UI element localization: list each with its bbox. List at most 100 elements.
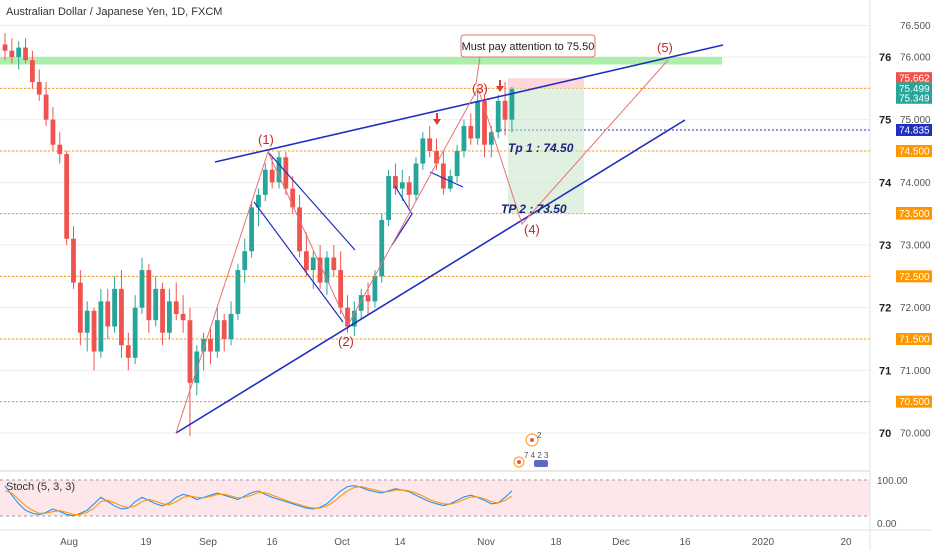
candle-body [393, 176, 398, 189]
candle-body [228, 313, 234, 339]
candle-body [269, 169, 275, 183]
candle-body [36, 82, 42, 95]
candle-body [119, 288, 124, 346]
candle-body [167, 301, 172, 333]
time-tick-label: 19 [140, 537, 152, 548]
candle-body [105, 301, 111, 327]
candle-body [495, 100, 501, 133]
time-axis[interactable]: Aug 19 Sep 16 Oct 14 Nov 18 Dec 16 2020 20 [60, 537, 852, 548]
candle-body [201, 338, 207, 352]
candle-body [187, 320, 193, 383]
time-tick-label: 20 [840, 537, 852, 548]
candle-body [43, 94, 49, 120]
candle-body [146, 270, 152, 321]
candle-body [331, 257, 337, 271]
sell-arrow-icon [496, 86, 504, 92]
callout-annotation: Must pay attention to 75.50 [460, 34, 596, 85]
tp2-label: TP 2 : 73.50 [501, 202, 567, 216]
wave-2-label: (2) [338, 334, 354, 349]
candle-body [112, 288, 117, 327]
time-tick-label: 16 [679, 537, 691, 548]
candle-body [427, 138, 433, 151]
candle-body [208, 338, 213, 352]
candle-body [125, 345, 131, 358]
price-tag [896, 72, 932, 85]
candle-body [23, 47, 28, 61]
price-tick-label: 74.000 [900, 178, 931, 189]
candle-body [173, 301, 179, 314]
price-tag-label: 74.500 [899, 146, 930, 157]
candle-body [338, 270, 344, 308]
candle-body [310, 257, 316, 271]
candle-body [324, 257, 330, 283]
price-major-label: 75 [879, 115, 891, 127]
drawing-annotations [175, 44, 724, 434]
price-tick-label: 70.000 [900, 429, 931, 440]
tp1-label: Tp 1 : 74.50 [508, 141, 574, 155]
candle-body [461, 125, 467, 151]
candle-body [297, 207, 302, 252]
channel-line [253, 201, 344, 323]
candle-body [441, 163, 446, 189]
candle-body [406, 182, 412, 195]
price-tag-label: 72.500 [899, 272, 930, 283]
price-tags: 75.66275.50075.49975.34974.83574.50073.5… [896, 72, 932, 408]
candle-body [71, 238, 76, 283]
candle-body [160, 288, 165, 333]
callout-text: Must pay attention to 75.50 [462, 41, 595, 53]
candle-body [379, 219, 385, 277]
candle-body [475, 100, 481, 139]
candlestick-series [2, 33, 515, 437]
price-tag-label: 75.662 [899, 74, 930, 85]
price-tick-label: 76.500 [900, 21, 931, 32]
price-tag-label: 71.500 [899, 334, 930, 345]
sell-arrow-icon [433, 119, 441, 125]
candle-body [317, 257, 323, 283]
candle-body [509, 88, 515, 120]
wave-path [175, 59, 669, 434]
price-tick-label: 73.000 [900, 240, 931, 251]
candle-body [502, 100, 508, 120]
stoch-tick-0: 0.00 [877, 519, 897, 530]
time-tick-label: Sep [199, 537, 217, 548]
price-tick-label: 75.000 [900, 115, 931, 126]
candle-body [153, 288, 159, 321]
wave-5-label: (5) [657, 40, 673, 55]
event-markers: 2 7 4 2 3 [513, 431, 549, 468]
stoch-line [4, 485, 513, 517]
time-tick-label: Oct [334, 537, 350, 548]
price-tag [896, 123, 932, 136]
triangle-line [391, 213, 413, 246]
candle-body [84, 310, 90, 333]
stoch-band [0, 480, 870, 516]
price-major-label: 74 [879, 177, 892, 189]
wave-3-label: (3) [472, 81, 488, 96]
candle-body [276, 157, 282, 183]
candle-body [420, 138, 426, 164]
candle-body [194, 351, 200, 383]
price-tag-label: 75.349 [899, 93, 930, 104]
event-count-bottom: 7 4 2 3 [524, 451, 549, 460]
candle-body [488, 132, 494, 145]
candle-body [372, 276, 378, 302]
price-tag-label: 74.835 [899, 125, 930, 136]
price-tick-label: 76.000 [900, 52, 931, 63]
price-major-label: 73 [879, 240, 891, 252]
price-tag-label: 70.500 [899, 397, 930, 408]
time-tick-label: 18 [550, 537, 562, 548]
candle-body [2, 44, 8, 51]
candle-body [358, 295, 364, 311]
candle-body [256, 194, 261, 208]
candle-body [399, 182, 405, 189]
event-count-top: 2 [537, 431, 542, 440]
candle-body [454, 150, 460, 177]
candle-body [57, 144, 63, 155]
stoch-line [4, 486, 513, 516]
lower-trendline [175, 119, 686, 434]
candle-body [447, 176, 453, 189]
price-tick-label: 71.000 [900, 366, 931, 377]
candle-body [214, 320, 220, 352]
wave-1-label: (1) [258, 132, 274, 147]
candle-body [180, 313, 186, 321]
triangle-line [394, 185, 413, 215]
